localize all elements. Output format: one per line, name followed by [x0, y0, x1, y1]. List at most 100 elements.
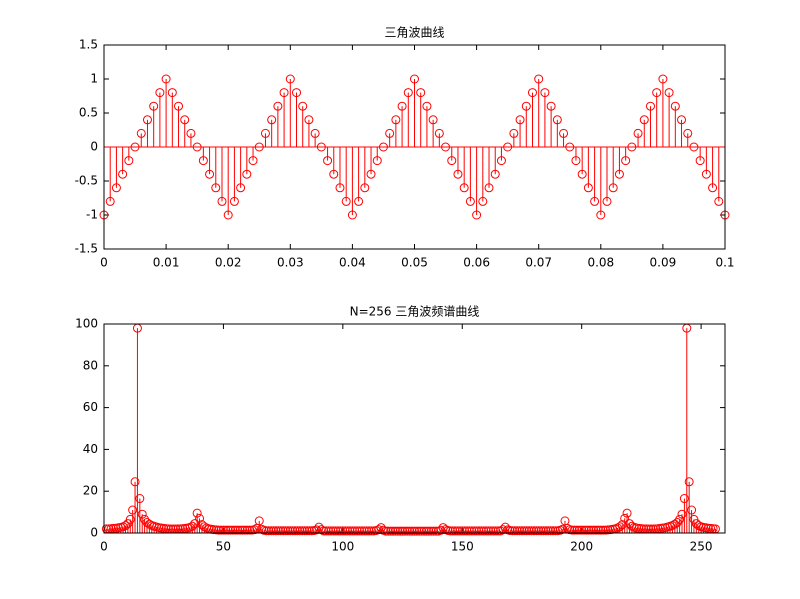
- axes-box: [103, 44, 726, 250]
- stem-marker: [416, 88, 426, 98]
- stem-marker: [596, 210, 606, 220]
- stem-marker: [298, 101, 308, 111]
- stem-marker: [292, 88, 302, 98]
- stem-marker: [559, 128, 569, 138]
- stem-marker: [186, 128, 196, 138]
- stem-marker: [242, 169, 252, 179]
- stem-marker: [431, 526, 441, 536]
- stem-marker: [667, 520, 677, 530]
- stem-marker: [517, 526, 527, 536]
- stem-marker: [324, 526, 334, 536]
- stem-marker: [267, 115, 277, 125]
- stem-marker: [459, 183, 469, 193]
- stem-marker: [708, 183, 718, 193]
- stem-marker: [509, 128, 519, 138]
- stem-marker: [426, 526, 436, 536]
- stem-marker: [124, 156, 134, 166]
- stem-marker: [388, 526, 398, 536]
- stem-marker: [192, 508, 202, 518]
- stem-marker: [316, 142, 326, 152]
- stem-marker: [474, 526, 484, 536]
- stem-marker: [581, 525, 591, 535]
- stem-marker: [292, 526, 302, 536]
- stem-marker: [197, 520, 207, 530]
- stem-marker: [198, 156, 208, 166]
- stem-marker: [534, 526, 544, 536]
- axes-background: [104, 324, 725, 533]
- stem-marker: [457, 526, 467, 536]
- stem-marker: [591, 525, 601, 535]
- y-tick-label: 1: [90, 72, 98, 86]
- stem-marker: [621, 156, 631, 166]
- stem-marker: [367, 526, 377, 536]
- stem-marker: [136, 128, 146, 138]
- stem-marker: [424, 526, 434, 536]
- stem-marker: [677, 115, 687, 125]
- stem-marker: [448, 526, 458, 536]
- stem-marker: [658, 74, 668, 84]
- stem-marker: [627, 142, 637, 152]
- stem-marker: [515, 115, 525, 125]
- stem-marker: [240, 525, 250, 535]
- stem-marker: [436, 525, 446, 535]
- stem-marker: [229, 196, 239, 206]
- stem-marker: [512, 526, 522, 536]
- stem-marker: [238, 525, 248, 535]
- stem-marker: [400, 526, 410, 536]
- stem-marker: [479, 526, 489, 536]
- stem-marker: [500, 522, 510, 532]
- stem-marker: [683, 128, 693, 138]
- stem-marker: [326, 526, 336, 536]
- stem-marker: [260, 128, 270, 138]
- stem-marker: [328, 526, 338, 536]
- stem-marker: [570, 525, 580, 535]
- stem-marker: [281, 526, 291, 536]
- y-tick-label: 20: [83, 484, 98, 498]
- stem-marker: [180, 115, 190, 125]
- stem-marker: [221, 525, 231, 535]
- stem-marker: [422, 101, 432, 111]
- stem-marker: [266, 526, 276, 536]
- stem-marker: [254, 142, 264, 152]
- stem-marker: [347, 210, 357, 220]
- stem-marker: [664, 88, 674, 98]
- stem-marker: [529, 526, 539, 536]
- stem-marker: [571, 156, 581, 166]
- stem-marker: [335, 526, 345, 536]
- stem-marker: [381, 526, 391, 536]
- y-tick-label: 0.5: [79, 106, 98, 120]
- stem-marker: [583, 183, 593, 193]
- stem-marker: [613, 523, 623, 533]
- stem-marker: [429, 526, 439, 536]
- stem-marker: [507, 526, 517, 536]
- x-tick-label: 0.04: [339, 256, 366, 270]
- stem-marker: [233, 525, 243, 535]
- stem-marker: [323, 156, 333, 166]
- stem-marker: [452, 526, 462, 536]
- stem-marker: [393, 526, 403, 536]
- stem-marker: [350, 526, 360, 536]
- y-tick-label: -1: [86, 208, 98, 222]
- stem-marker: [130, 142, 140, 152]
- stem-marker: [343, 526, 353, 536]
- stem-marker: [469, 526, 479, 536]
- stem-marker: [534, 74, 544, 84]
- stem-marker: [218, 525, 228, 535]
- stem-marker: [111, 183, 121, 193]
- stem-marker: [670, 101, 680, 111]
- y-tick-label: 0: [90, 140, 98, 154]
- stem-marker: [548, 526, 558, 536]
- stem-marker: [130, 477, 140, 487]
- stem-marker: [596, 525, 606, 535]
- stem-marker: [620, 513, 630, 523]
- stem-marker: [355, 526, 365, 536]
- stem-marker: [357, 526, 367, 536]
- stem-marker: [445, 526, 455, 536]
- x-tick-label: 0.03: [277, 256, 304, 270]
- x-tick-label: 0.05: [401, 256, 428, 270]
- stem-marker: [714, 196, 724, 206]
- stem-marker: [679, 494, 689, 504]
- stem-marker: [546, 526, 556, 536]
- stem-marker: [304, 526, 314, 536]
- stem-marker: [590, 196, 600, 206]
